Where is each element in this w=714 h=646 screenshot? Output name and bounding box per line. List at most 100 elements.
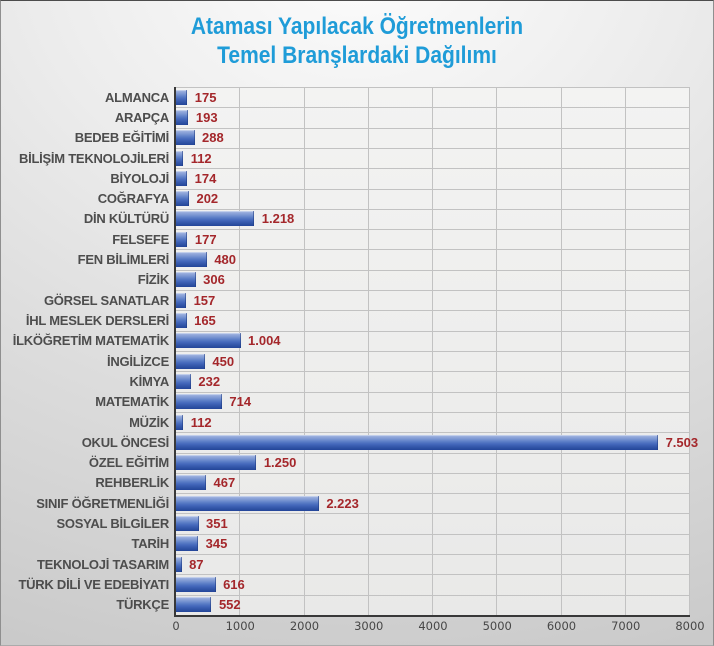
bar-row: 165 İHL MESLEK DERSLERİ [26, 310, 690, 330]
value-label: 288 [202, 130, 224, 146]
value-label: 306 [203, 272, 225, 288]
horizontal-gridline [176, 87, 690, 88]
bar [176, 495, 319, 511]
horizontal-gridline [176, 595, 690, 596]
value-label: 2.223 [326, 495, 359, 511]
bar-row: 1.250 ÖZEL EĞİTİM [89, 453, 690, 473]
bar-row: 87 TEKNOLOJİ TASARIM [37, 554, 690, 574]
bar [176, 333, 241, 349]
horizontal-gridline [176, 574, 690, 575]
value-label: 714 [229, 394, 252, 410]
value-label: 157 [193, 292, 216, 308]
bar [176, 455, 257, 471]
horizontal-gridline [176, 209, 690, 210]
bar [176, 150, 184, 166]
value-label: 450 [212, 353, 235, 369]
category-label: TARİH [131, 536, 169, 552]
bar-row: 202 COĞRAFYA [98, 189, 690, 209]
horizontal-gridline [176, 392, 690, 393]
bar [176, 475, 206, 491]
bar-row: 1.004 İLKÖĞRETİM MATEMATİK [13, 331, 690, 351]
category-label: FELSEFE [112, 231, 169, 247]
bar [176, 516, 199, 532]
chart-title-line2: Temel Branşlardaki Dağılımı [217, 42, 497, 69]
category-label: TÜRKÇE [116, 597, 169, 613]
bar [176, 536, 199, 552]
category-label: GÖRSEL SANATLAR [43, 292, 169, 308]
x-tick-label: 4000 [418, 619, 448, 633]
y-axis-line [174, 87, 176, 616]
x-tick-label: 7000 [611, 619, 641, 633]
category-label: REHBERLİK [95, 475, 169, 491]
bar-row: 177 FELSEFE [112, 229, 690, 249]
horizontal-gridline [176, 412, 690, 413]
value-label: 467 [213, 475, 236, 491]
horizontal-gridline [176, 534, 690, 535]
bar [176, 170, 188, 186]
bar [176, 414, 184, 430]
category-label: TÜRK DİLİ VE EDEBİYATI [18, 577, 169, 593]
category-label: ARAPÇA [114, 109, 169, 125]
bar-row: 1.218 DİN KÜLTÜRÜ [84, 209, 690, 229]
bar [176, 353, 205, 369]
bar [176, 313, 187, 329]
bar [176, 577, 216, 593]
horizontal-gridline [176, 493, 690, 494]
value-label: 112 [190, 414, 212, 430]
bar-row: 306 FİZİK [138, 270, 690, 290]
category-label: İNGİLİZCE [106, 353, 169, 369]
bar-row: 157 GÖRSEL SANATLAR [44, 290, 690, 310]
category-label: ÖZEL EĞİTİM [88, 455, 169, 471]
horizontal-gridline [176, 189, 690, 190]
horizontal-gridline [176, 290, 690, 291]
value-label: 7.503 [665, 434, 699, 450]
horizontal-gridline [176, 249, 690, 250]
category-label: COĞRAFYA [97, 191, 169, 207]
bar [176, 394, 222, 410]
value-label: 193 [195, 109, 218, 125]
horizontal-gridline [176, 473, 690, 474]
horizontal-gridline [176, 168, 690, 169]
category-label: MATEMATİK [95, 394, 169, 410]
bar [176, 272, 196, 288]
plot-area: 175 ALMANCA 193 ARAPÇA 288 BEDEB EĞİTİMİ 112 Bİ… [13, 87, 698, 617]
category-label: BİLİŞİM TEKNOLOJİLERİ [18, 150, 169, 166]
bar [176, 89, 188, 105]
bar-row: 714 MATEMATİK [95, 392, 690, 412]
value-label: 87 [189, 556, 204, 572]
bar [176, 556, 182, 572]
bar-row: 175 ALMANCA [105, 87, 690, 107]
category-label: BİYOLOJİ [110, 170, 169, 186]
bar-row: 480 FEN BİLİMLERİ [78, 249, 690, 269]
value-label: 175 [194, 89, 217, 105]
category-label: MÜZİK [129, 414, 169, 430]
bar [176, 252, 207, 268]
value-label: 351 [206, 516, 228, 532]
value-label: 480 [214, 252, 237, 268]
bar-row: 112 BİLİŞİM TEKNOLOJİLERİ [19, 148, 690, 168]
bar-row: 7.503 OKUL ÖNCESİ [82, 432, 698, 452]
category-label: ALMANCA [105, 89, 169, 105]
horizontal-gridline [176, 371, 690, 372]
bar-row: 616 TÜRK DİLİ VE EDEBİYATI [18, 574, 690, 594]
bar [176, 130, 195, 146]
category-label: İLKÖĞRETİM MATEMATİK [12, 333, 170, 349]
horizontal-gridline [176, 128, 690, 129]
chart-title: Ataması Yapılacak Öğretmenlerin Temel Br… [46, 12, 669, 70]
category-label: KİMYA [129, 373, 170, 389]
category-label: DİN KÜLTÜRÜ [83, 211, 169, 227]
x-tick-label: 6000 [546, 619, 577, 633]
x-tick-label: 8000 [675, 619, 705, 633]
value-label: 165 [194, 313, 216, 329]
horizontal-gridline [176, 453, 690, 454]
value-label: 345 [205, 536, 228, 552]
value-label: 177 [194, 231, 217, 247]
horizontal-gridline [176, 229, 690, 230]
value-label: 616 [223, 577, 245, 593]
horizontal-gridline [176, 331, 690, 332]
category-label: FİZİK [137, 272, 170, 288]
bar [176, 191, 189, 207]
bar-row: 351 SOSYAL BİLGİLER [56, 513, 690, 533]
horizontal-gridline [176, 513, 690, 514]
